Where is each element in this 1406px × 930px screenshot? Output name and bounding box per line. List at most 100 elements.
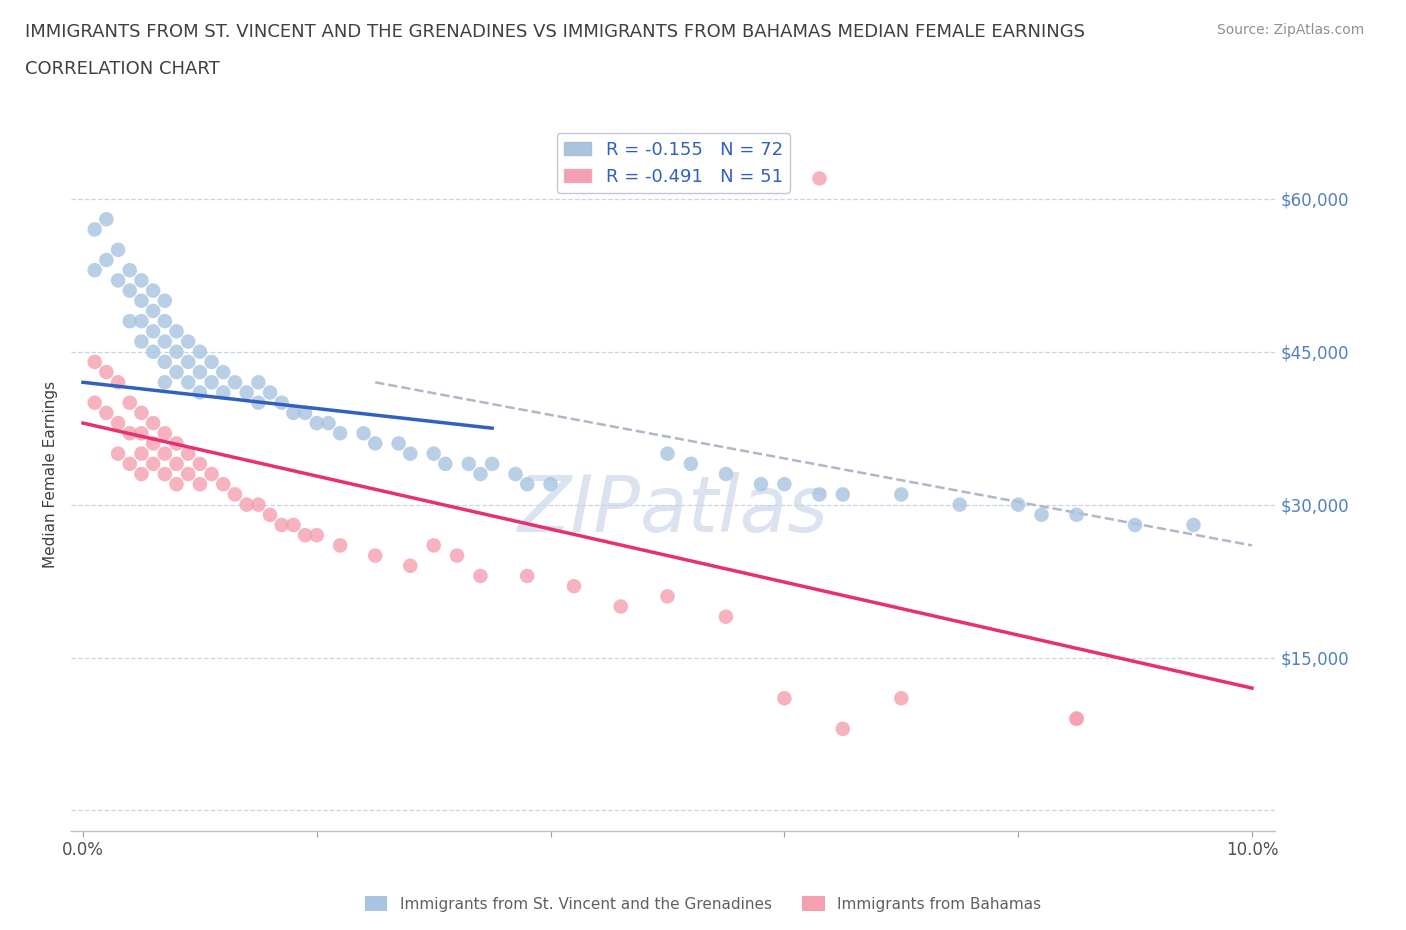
Point bbox=[516, 477, 538, 492]
Point bbox=[516, 568, 538, 583]
Point bbox=[1007, 498, 1029, 512]
Point bbox=[177, 334, 200, 349]
Point bbox=[107, 272, 129, 287]
Point bbox=[305, 527, 328, 542]
Point bbox=[270, 395, 292, 410]
Point bbox=[224, 375, 246, 390]
Legend: Immigrants from St. Vincent and the Grenadines, Immigrants from Bahamas: Immigrants from St. Vincent and the Gren… bbox=[359, 889, 1047, 918]
Point bbox=[773, 477, 796, 492]
Point bbox=[259, 508, 281, 523]
Point bbox=[131, 446, 153, 461]
Point bbox=[96, 212, 118, 227]
Point bbox=[714, 467, 737, 482]
Point bbox=[364, 436, 387, 451]
Point bbox=[679, 457, 702, 472]
Text: CORRELATION CHART: CORRELATION CHART bbox=[25, 60, 221, 78]
Point bbox=[457, 457, 479, 472]
Point bbox=[399, 558, 422, 573]
Point bbox=[1066, 711, 1088, 726]
Point bbox=[177, 354, 200, 369]
Point bbox=[96, 253, 118, 268]
Point bbox=[131, 293, 153, 308]
Point bbox=[166, 457, 188, 472]
Point bbox=[890, 487, 912, 502]
Point bbox=[773, 691, 796, 706]
Point bbox=[808, 171, 831, 186]
Point bbox=[364, 548, 387, 563]
Point bbox=[657, 589, 679, 604]
Point bbox=[831, 722, 853, 737]
Y-axis label: Median Female Earnings: Median Female Earnings bbox=[44, 380, 58, 567]
Point bbox=[131, 405, 153, 420]
Point bbox=[294, 405, 316, 420]
Point bbox=[562, 578, 585, 593]
Point bbox=[142, 324, 165, 339]
Point bbox=[118, 457, 141, 472]
Point bbox=[200, 467, 222, 482]
Point bbox=[153, 446, 176, 461]
Point bbox=[188, 365, 211, 379]
Point bbox=[188, 457, 211, 472]
Point bbox=[118, 283, 141, 298]
Point bbox=[153, 313, 176, 328]
Point bbox=[283, 405, 305, 420]
Point bbox=[118, 313, 141, 328]
Point bbox=[749, 477, 772, 492]
Point bbox=[107, 416, 129, 431]
Point bbox=[388, 436, 411, 451]
Point bbox=[1182, 518, 1205, 533]
Point bbox=[305, 416, 328, 431]
Point bbox=[153, 354, 176, 369]
Point bbox=[83, 263, 105, 278]
Point bbox=[96, 365, 118, 379]
Point bbox=[142, 344, 165, 359]
Point bbox=[153, 334, 176, 349]
Point bbox=[247, 395, 270, 410]
Point bbox=[188, 385, 211, 400]
Point bbox=[1123, 518, 1146, 533]
Point bbox=[131, 313, 153, 328]
Point bbox=[188, 344, 211, 359]
Point bbox=[294, 527, 316, 542]
Point bbox=[107, 375, 129, 390]
Point bbox=[609, 599, 631, 614]
Point bbox=[470, 568, 492, 583]
Point bbox=[153, 293, 176, 308]
Point bbox=[153, 426, 176, 441]
Point bbox=[188, 477, 211, 492]
Point bbox=[166, 344, 188, 359]
Point bbox=[118, 426, 141, 441]
Point bbox=[107, 446, 129, 461]
Point bbox=[153, 467, 176, 482]
Point bbox=[177, 467, 200, 482]
Point bbox=[329, 538, 352, 552]
Point bbox=[142, 283, 165, 298]
Point bbox=[177, 375, 200, 390]
Point bbox=[166, 365, 188, 379]
Point bbox=[1066, 711, 1088, 726]
Point bbox=[153, 375, 176, 390]
Point bbox=[96, 405, 118, 420]
Point bbox=[177, 446, 200, 461]
Point bbox=[118, 263, 141, 278]
Point bbox=[166, 324, 188, 339]
Point bbox=[235, 498, 257, 512]
Point bbox=[166, 436, 188, 451]
Point bbox=[318, 416, 340, 431]
Point bbox=[247, 375, 270, 390]
Legend: R = -0.155   N = 72, R = -0.491   N = 51: R = -0.155 N = 72, R = -0.491 N = 51 bbox=[557, 134, 790, 193]
Point bbox=[714, 609, 737, 624]
Point bbox=[142, 416, 165, 431]
Point bbox=[1031, 508, 1053, 523]
Point bbox=[131, 467, 153, 482]
Point bbox=[831, 487, 853, 502]
Point bbox=[422, 446, 444, 461]
Point bbox=[353, 426, 375, 441]
Point bbox=[505, 467, 527, 482]
Point bbox=[142, 303, 165, 318]
Point bbox=[107, 243, 129, 258]
Text: IMMIGRANTS FROM ST. VINCENT AND THE GRENADINES VS IMMIGRANTS FROM BAHAMAS MEDIAN: IMMIGRANTS FROM ST. VINCENT AND THE GREN… bbox=[25, 23, 1085, 41]
Point bbox=[540, 477, 562, 492]
Point bbox=[142, 436, 165, 451]
Text: ZIPatlas: ZIPatlas bbox=[517, 472, 828, 548]
